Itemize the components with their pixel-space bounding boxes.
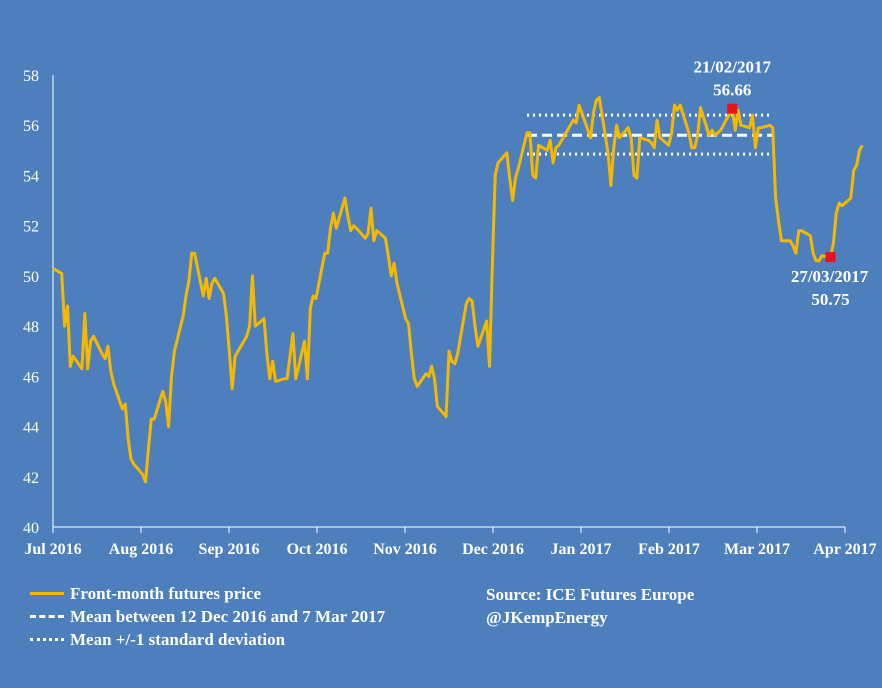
- legend: Front-month futures price Mean between 1…: [30, 582, 385, 651]
- source-note: Source: ICE Futures Europe @JKempEnergy: [486, 583, 694, 629]
- legend-swatch-price: [30, 592, 64, 595]
- y-tick-label: 56: [23, 118, 39, 135]
- legend-label-price: Front-month futures price: [70, 583, 262, 603]
- x-tick-label: Dec 2016: [462, 541, 524, 558]
- y-tick-label: 58: [23, 68, 39, 85]
- y-tick-label: 50: [23, 269, 39, 286]
- y-tick-label: 52: [23, 219, 39, 236]
- annotations: 21/02/2017 56.66 27/03/2017 50.75: [694, 58, 869, 309]
- author-handle: @JKempEnergy: [486, 608, 608, 627]
- annotation-marker: [825, 252, 836, 263]
- y-tick-label: 48: [23, 319, 39, 336]
- x-tick-label: Jul 2016: [24, 541, 81, 558]
- legend-item-std: Mean +/-1 standard deviation: [30, 628, 385, 651]
- y-axis: 40 42 44 46 48 50 52 54 56 58: [23, 68, 54, 537]
- price-line: [52, 96, 864, 484]
- y-tick-label: 46: [23, 369, 39, 386]
- legend-item-price: Front-month futures price: [30, 582, 385, 605]
- x-tick-label: Mar 2017: [724, 541, 790, 558]
- annotation-value: 50.75: [811, 290, 849, 309]
- source-line: Source: ICE Futures Europe: [486, 585, 695, 604]
- annotation-marker: [727, 103, 738, 114]
- x-tick-label: Oct 2016: [287, 541, 348, 558]
- x-tick-label: Aug 2016: [109, 541, 173, 558]
- x-tick-label: Apr 2017: [813, 541, 876, 558]
- x-tick-label: Jan 2017: [551, 541, 612, 558]
- legend-item-mean: Mean between 12 Dec 2016 and 7 Mar 2017: [30, 605, 385, 628]
- legend-swatch-mean: [30, 615, 64, 618]
- y-tick-label: 42: [23, 470, 39, 487]
- x-tick-label: Nov 2016: [373, 541, 437, 558]
- y-tick-label: 44: [23, 420, 39, 437]
- legend-label-mean: Mean between 12 Dec 2016 and 7 Mar 2017: [70, 606, 386, 626]
- price-series: [52, 96, 864, 484]
- annotation-value: 56.66: [713, 81, 751, 100]
- x-axis: Jul 2016 Aug 2016 Sep 2016 Oct 2016 Nov 2016…: [24, 526, 877, 558]
- y-tick-label: 54: [23, 168, 39, 185]
- legend-label-std: Mean +/-1 standard deviation: [70, 629, 286, 649]
- x-tick-label: Feb 2017: [638, 541, 700, 558]
- x-tick-label: Sep 2016: [199, 541, 260, 558]
- annotation-date: 27/03/2017: [791, 267, 869, 286]
- annotation-date: 21/02/2017: [694, 58, 772, 77]
- legend-swatch-std: [30, 638, 64, 641]
- y-tick-label: 40: [23, 520, 39, 537]
